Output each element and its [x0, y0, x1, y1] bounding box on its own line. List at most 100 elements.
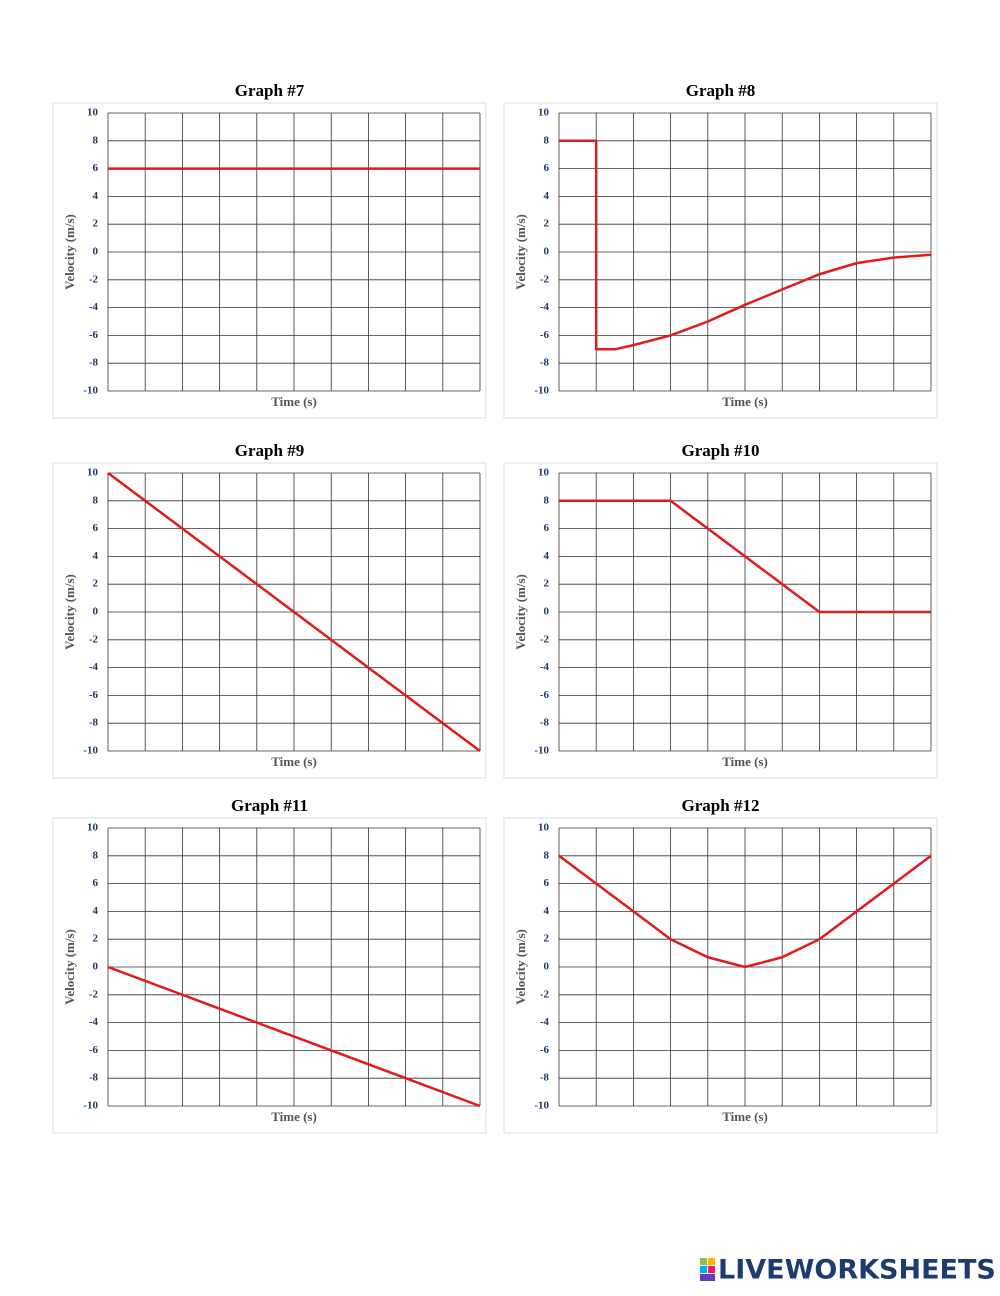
chart-title: Graph #10 [682, 441, 760, 460]
y-tick-label: -4 [540, 1016, 550, 1028]
y-tick-label: 10 [87, 107, 99, 119]
chart: Graph #9 -10 -8 -6 -4 -2 0 2 4 6 8 10 Time (s) Veloci… [52, 441, 487, 779]
y-axis-label: Velocity (m/s) [62, 214, 77, 290]
y-tick-label: 10 [538, 467, 550, 479]
y-tick-label: 0 [93, 246, 99, 258]
y-tick-label: -4 [89, 661, 99, 673]
y-tick-label: 8 [544, 494, 550, 506]
y-tick-label: -10 [534, 745, 549, 757]
y-tick-label: 0 [544, 246, 550, 258]
y-tick-label: 4 [544, 550, 550, 562]
y-tick-label: 6 [544, 162, 550, 174]
chart-title: Graph #9 [235, 441, 304, 460]
y-tick-label: 10 [87, 822, 99, 834]
chart-frame [52, 817, 487, 1134]
y-tick-label: 4 [93, 905, 99, 917]
y-axis-label: Velocity (m/s) [513, 574, 528, 650]
y-tick-label: 8 [544, 134, 550, 146]
y-tick-label: -6 [89, 329, 99, 341]
logo-icon [700, 1258, 707, 1265]
y-tick-label: -6 [540, 689, 550, 701]
y-tick-label: 0 [93, 606, 99, 618]
y-tick-label: -8 [89, 1072, 99, 1084]
chart-frame [503, 102, 938, 419]
x-axis-label: Time (s) [722, 394, 768, 409]
y-tick-label: -8 [540, 1072, 550, 1084]
chart: Graph #12 -10 -8 -6 -4 -2 0 2 4 6 8 10 Time (s) Veloc… [503, 796, 938, 1134]
y-tick-label: 2 [544, 218, 550, 230]
chart: Graph #10 -10 -8 -6 -4 -2 0 2 4 6 8 10 Time (s) Veloc… [503, 441, 938, 779]
y-tick-label: 2 [93, 578, 99, 590]
y-tick-label: 6 [544, 522, 550, 534]
y-tick-label: 4 [93, 190, 99, 202]
y-tick-label: 0 [93, 961, 99, 973]
y-tick-label: -8 [89, 717, 99, 729]
y-tick-label: -8 [540, 357, 550, 369]
y-axis-label: Velocity (m/s) [62, 929, 77, 1005]
chart-frame [503, 817, 938, 1134]
y-tick-label: -4 [89, 1016, 99, 1028]
y-tick-label: -6 [89, 1044, 99, 1056]
y-tick-label: -2 [89, 988, 99, 1000]
logo-text: LIVEWORKSHEETS [718, 1255, 996, 1286]
x-axis-label: Time (s) [271, 754, 317, 769]
chart-title: Graph #7 [235, 81, 305, 100]
x-axis-label: Time (s) [722, 1109, 768, 1124]
y-tick-label: 8 [544, 849, 550, 861]
y-tick-label: 8 [93, 134, 99, 146]
y-axis-label: Velocity (m/s) [513, 214, 528, 290]
x-axis-label: Time (s) [271, 394, 317, 409]
data-line [107, 965, 481, 1108]
logo-icon [708, 1266, 715, 1273]
y-tick-label: -2 [540, 273, 550, 285]
chart-title: Graph #12 [682, 796, 760, 815]
y-tick-label: -10 [83, 745, 98, 757]
y-tick-label: -4 [89, 301, 99, 313]
data-line [559, 499, 931, 614]
logo-icon [700, 1274, 715, 1281]
y-tick-label: -4 [540, 661, 550, 673]
x-axis-label: Time (s) [722, 754, 768, 769]
y-tick-label: 0 [544, 606, 550, 618]
y-tick-label: -10 [534, 1100, 549, 1112]
y-tick-label: 2 [544, 578, 550, 590]
y-tick-label: 6 [93, 877, 99, 889]
chart-frame [503, 462, 938, 779]
y-tick-label: -8 [540, 717, 550, 729]
y-tick-label: -4 [540, 301, 550, 313]
y-tick-label: -2 [540, 988, 550, 1000]
y-tick-label: -6 [89, 689, 99, 701]
chart-frame [52, 462, 487, 779]
y-tick-label: -2 [540, 633, 550, 645]
y-axis-label: Velocity (m/s) [513, 929, 528, 1005]
y-tick-label: -10 [534, 385, 549, 397]
chart-title: Graph #8 [686, 81, 755, 100]
y-tick-label: 0 [544, 961, 550, 973]
y-tick-label: -2 [89, 633, 99, 645]
y-tick-label: 2 [93, 218, 99, 230]
chart-title: Graph #11 [231, 796, 308, 815]
y-tick-label: 4 [93, 550, 99, 562]
chart: Graph #11 -10 -8 -6 -4 -2 0 2 4 6 8 10 Time (s) Veloc… [52, 796, 487, 1134]
y-tick-label: -10 [83, 1100, 98, 1112]
x-axis-label: Time (s) [271, 1109, 317, 1124]
y-axis-label: Velocity (m/s) [62, 574, 77, 650]
chart: Graph #7 -10 -8 -6 -4 -2 0 2 4 6 8 10 Time (s) Veloci… [52, 81, 487, 419]
data-line [559, 139, 932, 351]
y-tick-label: -2 [89, 273, 99, 285]
y-tick-label: -6 [540, 1044, 550, 1056]
y-tick-label: 6 [93, 522, 99, 534]
y-tick-label: -6 [540, 329, 550, 341]
y-tick-label: 4 [544, 905, 550, 917]
logo-icon [700, 1266, 707, 1273]
y-tick-label: 10 [538, 822, 550, 834]
y-tick-label: 2 [93, 933, 99, 945]
y-tick-label: -8 [89, 357, 99, 369]
y-tick-label: 4 [544, 190, 550, 202]
y-tick-label: -10 [83, 385, 98, 397]
data-line [107, 471, 481, 753]
y-tick-label: 6 [544, 877, 550, 889]
y-tick-label: 10 [538, 107, 550, 119]
y-tick-label: 8 [93, 494, 99, 506]
